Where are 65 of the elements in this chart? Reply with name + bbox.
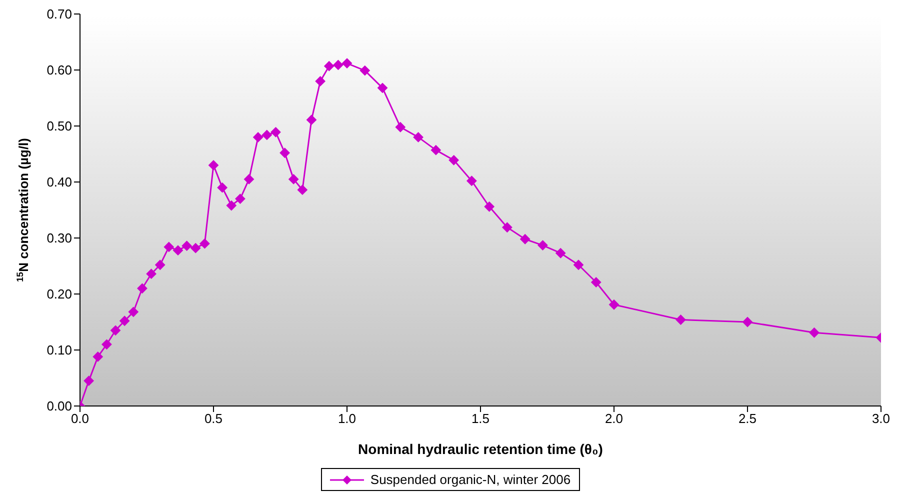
point xyxy=(172,245,183,256)
x-tick-label: 3.0 xyxy=(872,411,890,426)
point xyxy=(262,130,272,140)
point xyxy=(102,339,112,350)
point xyxy=(244,174,254,184)
point xyxy=(208,160,218,170)
point xyxy=(448,155,459,166)
point xyxy=(676,314,686,325)
point xyxy=(556,248,566,258)
point xyxy=(742,317,752,327)
point xyxy=(466,176,477,186)
point xyxy=(315,76,326,86)
point xyxy=(520,234,530,244)
point xyxy=(360,66,370,76)
y-tick-label: 0.20 xyxy=(46,286,72,302)
y-tick-label: 0.30 xyxy=(46,230,72,246)
x-axis-title: Nominal hydraulic retention time (θ₀) xyxy=(358,441,603,457)
x-tick-label: 0.0 xyxy=(70,411,90,426)
point xyxy=(306,114,316,125)
point xyxy=(395,122,406,132)
legend-label: Suspended organic-N, winter 2006 xyxy=(369,472,571,487)
y-tick-label: 0.40 xyxy=(46,174,72,190)
point xyxy=(253,132,264,142)
y-tick-label: 0.70 xyxy=(46,6,72,22)
point xyxy=(573,260,584,270)
point xyxy=(809,328,820,338)
point xyxy=(226,200,236,211)
point xyxy=(333,60,344,70)
point xyxy=(288,174,299,184)
point xyxy=(378,82,388,93)
y-tick-label: 0.10 xyxy=(46,342,72,358)
x-tick-label: 2.5 xyxy=(738,411,757,426)
point xyxy=(538,240,548,250)
point xyxy=(235,194,246,204)
point xyxy=(342,58,352,68)
point xyxy=(200,238,210,249)
point xyxy=(609,300,619,310)
point xyxy=(84,376,94,386)
point xyxy=(297,184,308,195)
point xyxy=(155,260,166,270)
point xyxy=(413,132,424,142)
point xyxy=(146,268,156,279)
x-tick-label: 0.5 xyxy=(204,411,223,426)
point xyxy=(110,325,121,336)
point xyxy=(182,240,192,251)
point xyxy=(128,306,138,317)
point xyxy=(190,243,201,254)
point xyxy=(591,277,602,288)
point xyxy=(484,202,494,212)
y-tick-label: 0.00 xyxy=(46,398,72,414)
point xyxy=(120,316,130,326)
point xyxy=(502,222,512,232)
point xyxy=(217,182,228,193)
x-tick-label: 1.5 xyxy=(471,411,490,426)
point xyxy=(280,148,290,158)
point xyxy=(324,61,334,72)
point xyxy=(92,352,103,362)
point xyxy=(164,242,174,252)
x-tick-label: 2.0 xyxy=(604,411,624,426)
x-tick-label: 1.0 xyxy=(338,411,356,426)
y-tick-label: 0.60 xyxy=(46,62,72,78)
point xyxy=(137,283,148,294)
point xyxy=(270,127,281,138)
y-tick-label: 0.50 xyxy=(46,118,72,134)
point xyxy=(430,145,441,156)
